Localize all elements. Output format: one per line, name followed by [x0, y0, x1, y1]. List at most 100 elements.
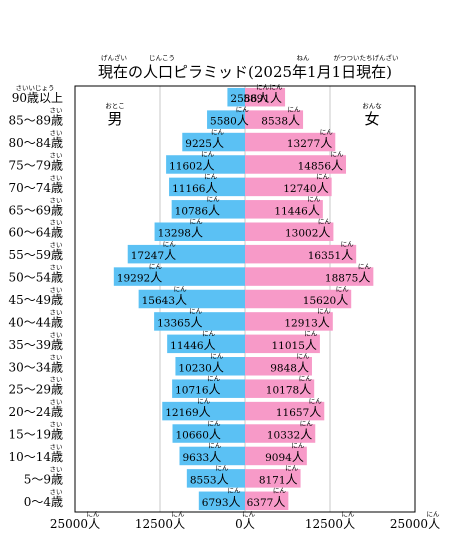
unit-ruby: にん [307, 195, 321, 203]
female-bar [245, 267, 374, 286]
female-bar [245, 357, 312, 376]
male-value-label: 17247人 [131, 248, 176, 262]
age-ruby: さい [50, 308, 63, 316]
unit-ruby: にん [236, 105, 250, 113]
age-label: 65～69歳 [8, 203, 63, 217]
male-value-label: 2586人 [230, 91, 269, 105]
title-ruby: がつついたちげんざい [334, 53, 399, 62]
female-value-label: 15620人 [303, 293, 348, 307]
age-label: 90歳以上 [12, 91, 63, 105]
plot-frame [74, 85, 416, 513]
x-tick-ruby: にん [172, 510, 186, 518]
chart-title-text: 現在の人口ピラミッド(2025年1月1日現在) [98, 63, 392, 81]
female-value-label: 5891人 [243, 91, 282, 105]
male-bar [138, 289, 245, 309]
male-bar [167, 334, 245, 354]
unit-ruby: にん [336, 285, 350, 293]
age-ruby: さい [50, 331, 63, 339]
female-bar [245, 469, 301, 488]
age-ruby: さい [50, 107, 63, 115]
age-ruby: さい [50, 151, 63, 159]
female-value-label: 8538人 [261, 114, 300, 128]
female-value-label: 13002人 [285, 226, 330, 240]
female-bar [245, 289, 352, 309]
unit-ruby: にん [202, 330, 216, 338]
unit-ruby: にん [149, 262, 163, 270]
male-bar [169, 177, 245, 197]
title-ruby: ねん [297, 54, 311, 62]
female-value-label: 10332人 [267, 428, 312, 442]
unit-ruby: にん [288, 105, 302, 113]
unit-ruby: にん [210, 352, 224, 360]
age-label: 55～59歳 [8, 248, 63, 262]
female-label: 女 [364, 110, 379, 128]
male-bar [182, 132, 245, 152]
male-value-label: 13298人 [158, 226, 203, 240]
unit-ruby: にん [197, 397, 211, 405]
female-ruby: おんな [362, 102, 382, 110]
male-value-label: 11446人 [170, 338, 215, 352]
female-bar [245, 312, 333, 331]
unit-ruby: にん [300, 419, 314, 427]
age-label: 40～44歳 [8, 315, 63, 329]
unit-ruby: にん [317, 307, 331, 315]
female-value-label: 9848人 [270, 360, 309, 374]
male-bar [186, 469, 245, 488]
male-ruby: おとこ [105, 102, 125, 110]
female-bar [245, 155, 347, 174]
female-value-label: 8171人 [259, 472, 298, 486]
age-label: 75～79歳 [8, 158, 63, 172]
unit-ruby: にん [320, 128, 334, 136]
age-label: 10～14歳 [8, 450, 63, 464]
male-value-label: 10716人 [175, 383, 220, 397]
age-ruby: さい [50, 286, 63, 294]
male-bar [172, 379, 245, 398]
unit-ruby: にん [208, 419, 222, 427]
age-label: 35～39歳 [8, 338, 63, 352]
x-tick-label: 0人 [235, 517, 255, 531]
male-label: 男 [107, 110, 122, 128]
x-tick-ruby: にん [242, 510, 256, 518]
age-ruby: さい [50, 421, 63, 429]
age-label: 5～9歳 [24, 472, 63, 486]
unit-ruby: にん [291, 442, 305, 450]
title-ruby: じんこう [149, 54, 175, 62]
female-value-label: 11015人 [271, 338, 316, 352]
unit-ruby: にん [201, 150, 215, 158]
x-tick-label: 12500人 [305, 517, 355, 531]
unit-ruby: にん [208, 442, 222, 450]
male-value-label: 11166人 [172, 181, 217, 195]
age-label: 70～74歳 [8, 181, 63, 195]
unit-ruby: にん [341, 240, 355, 248]
female-value-label: 12740人 [283, 181, 328, 195]
unit-ruby: にん [207, 195, 221, 203]
age-ruby: さい [50, 353, 63, 361]
unit-ruby: にん [207, 374, 221, 382]
unit-ruby: にん [163, 240, 177, 248]
age-ruby: さい [50, 219, 63, 227]
unit-ruby: にん [318, 217, 332, 225]
unit-ruby: にん [190, 217, 204, 225]
male-bar [198, 491, 245, 511]
male-bar [166, 155, 245, 174]
male-bar [175, 357, 245, 376]
age-label: 0～4歳 [24, 495, 63, 509]
female-bar [245, 87, 286, 107]
unit-ruby: にん [358, 262, 372, 270]
age-label: 80～84歳 [8, 136, 63, 150]
female-bar [245, 200, 323, 219]
age-label: 30～34歳 [8, 360, 63, 374]
unit-ruby: にん [309, 397, 323, 405]
male-value-label: 19292人 [117, 271, 162, 285]
unit-ruby: にん [228, 487, 242, 495]
age-label: 60～64歳 [8, 226, 63, 240]
male-value-label: 6793人 [202, 495, 241, 509]
age-label: 45～49歳 [8, 293, 63, 307]
male-value-label: 5580人 [210, 114, 249, 128]
male-bar [162, 401, 245, 421]
male-value-label: 11602人 [169, 158, 214, 172]
unit-ruby: にん [256, 83, 270, 91]
male-value-label: 10660人 [176, 428, 221, 442]
female-bar [245, 334, 320, 354]
